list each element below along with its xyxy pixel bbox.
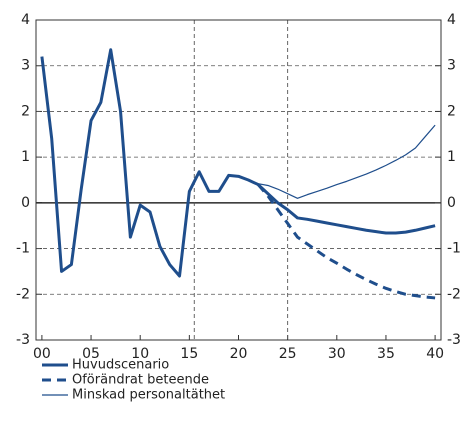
legend-label: Huvudscenario <box>72 358 169 373</box>
legend-label: Oförändrat beteende <box>72 373 209 388</box>
legend-label: Minskad personaltäthet <box>72 388 225 403</box>
y2-tick-label: 1 <box>447 149 456 165</box>
y2-tick-label: 2 <box>447 103 456 119</box>
y2-tick-label: -2 <box>447 286 461 302</box>
series-line <box>40 48 436 278</box>
y2-tick-label: -3 <box>447 332 461 348</box>
y-tick-label: -2 <box>16 286 30 302</box>
x-tick-label: 40 <box>426 346 444 362</box>
series-line <box>248 124 436 199</box>
x-tick-label: 10 <box>131 346 149 362</box>
x-tick-label: 00 <box>33 346 51 362</box>
y-tick-label: -1 <box>16 241 30 257</box>
y2-tick-label: 3 <box>447 58 456 74</box>
x-tick-label: 35 <box>377 346 395 362</box>
x-tick-label: 15 <box>180 346 198 362</box>
y2-tick-label: -1 <box>447 241 461 257</box>
x-tick-label: 30 <box>328 346 346 362</box>
x-tick-label: 25 <box>279 346 297 362</box>
y-tick-label: 1 <box>21 149 30 165</box>
y-tick-label: 2 <box>21 103 30 119</box>
y-tick-label: 4 <box>21 12 30 28</box>
x-tick-label: 05 <box>82 346 100 362</box>
x-tick-label: 20 <box>230 346 248 362</box>
plot-frame <box>35 19 442 341</box>
y2-tick-label: 0 <box>447 195 456 211</box>
y-tick-label: 0 <box>21 195 30 211</box>
series-line <box>257 183 436 300</box>
y-tick-label: -3 <box>16 332 30 348</box>
y-tick-label: 3 <box>21 58 30 74</box>
y2-tick-label: 4 <box>447 12 456 28</box>
